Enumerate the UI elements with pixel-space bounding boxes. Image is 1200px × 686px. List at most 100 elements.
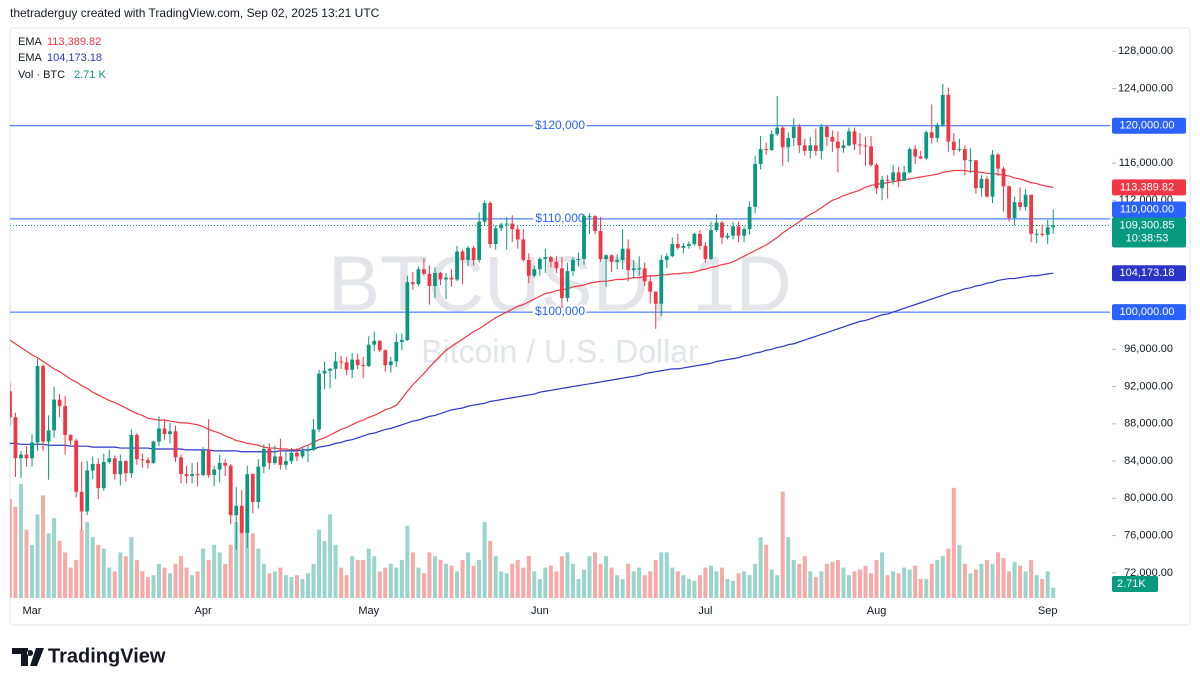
- candle-body: [460, 251, 465, 260]
- volume-bar: [902, 567, 907, 598]
- candle-body: [830, 136, 835, 142]
- candle-body: [410, 282, 415, 285]
- candle-body: [46, 430, 51, 442]
- volume-bar: [968, 573, 973, 598]
- candle-body: [736, 226, 741, 236]
- volume-bar: [869, 573, 874, 598]
- candle-body: [455, 251, 459, 280]
- candle-body: [924, 132, 929, 159]
- volume-bar: [35, 514, 40, 598]
- x-tick-label: Apr: [195, 605, 212, 617]
- candle-body: [582, 216, 586, 259]
- candle-body: [482, 203, 487, 222]
- volume-bar: [10, 499, 12, 598]
- volume-bar: [63, 552, 68, 598]
- volume-bar: [493, 556, 498, 598]
- level-badge-label: 110,000.00: [1120, 203, 1174, 215]
- plot-area: $120,000 $110,000 $100,000: [10, 83, 1110, 598]
- candle-body: [1023, 194, 1028, 207]
- candle-body: [847, 131, 851, 146]
- candle-body: [554, 261, 559, 269]
- legend-value: 2.71 K: [74, 69, 106, 81]
- volume-bar: [372, 556, 377, 598]
- volume-bar: [416, 567, 421, 598]
- volume-bar: [648, 571, 653, 598]
- candle-body: [907, 149, 912, 173]
- volume-bar: [863, 565, 868, 598]
- candle-body: [433, 272, 437, 286]
- candle-body: [245, 474, 250, 533]
- candle-body: [377, 340, 382, 351]
- y-tick-label: 76,000.00: [1124, 530, 1173, 542]
- candle-body: [769, 134, 774, 151]
- countdown-label: 10:38:53: [1126, 232, 1169, 244]
- candle-body: [228, 465, 233, 516]
- candle-body: [206, 449, 211, 476]
- candle-body: [841, 145, 846, 149]
- candle-body: [836, 141, 840, 149]
- volume-bar: [537, 579, 542, 598]
- volume-bar: [813, 577, 818, 598]
- candle-body: [869, 146, 873, 165]
- volume-bar: [731, 580, 736, 598]
- volume-bar: [736, 573, 741, 598]
- candle-body: [416, 269, 421, 285]
- level-badge: [1112, 201, 1186, 218]
- volume-bar: [366, 548, 371, 598]
- volume-bar: [929, 563, 934, 598]
- volume-bar: [74, 560, 79, 598]
- volume-bar: [990, 563, 995, 598]
- volume-bar: [593, 552, 598, 598]
- volume-bar: [587, 556, 592, 598]
- y-tick-label: 92,000.00: [1124, 380, 1173, 392]
- last-price-label: 109,300.85: [1119, 219, 1174, 231]
- candle-body: [118, 461, 123, 475]
- candle-body: [709, 230, 713, 259]
- candle-body: [499, 224, 504, 229]
- candle-body: [819, 126, 824, 151]
- candle-body: [30, 442, 34, 459]
- candle-body: [935, 124, 940, 138]
- ema-line: [10, 272, 1054, 453]
- volume-bar: [896, 573, 901, 598]
- volume-bar: [1029, 560, 1034, 598]
- volume-badge-label: 2.71K: [1117, 578, 1146, 590]
- candle-body: [885, 179, 890, 181]
- candle-body: [405, 282, 410, 341]
- volume-bar: [410, 552, 415, 598]
- candle-body: [604, 255, 608, 259]
- candle-body: [996, 154, 1000, 169]
- candle-body: [537, 258, 542, 270]
- volume-bar: [129, 537, 134, 598]
- volume-bar: [449, 565, 454, 598]
- level-badge-label: 120,000.00: [1119, 120, 1174, 132]
- candle-body: [548, 257, 553, 262]
- candle-body: [333, 361, 338, 369]
- level-label: $100,000: [535, 304, 585, 318]
- candle-body: [1018, 202, 1022, 207]
- volume-bar: [399, 560, 404, 598]
- volume-bar: [488, 541, 493, 598]
- volume-bar: [438, 560, 443, 598]
- volume-bar: [1018, 565, 1023, 598]
- candle-body: [714, 222, 719, 231]
- candle-body: [775, 127, 780, 135]
- candle-body: [179, 457, 183, 475]
- volume-bar: [85, 522, 90, 598]
- volume-bar: [852, 571, 857, 598]
- candle-body: [698, 233, 702, 246]
- volume-bar: [951, 487, 956, 598]
- candle-body: [797, 126, 802, 146]
- candle-body: [543, 257, 548, 259]
- candle-body: [63, 406, 68, 436]
- volume-bar: [703, 567, 708, 598]
- volume-bar: [460, 560, 465, 598]
- candle-body: [151, 441, 156, 463]
- volume-bar: [317, 529, 322, 598]
- candle-body: [322, 370, 327, 374]
- volume-bar: [984, 560, 989, 598]
- candle-body: [250, 474, 255, 503]
- volume-bar: [653, 560, 658, 598]
- overlay: 128,000.00 124,000.00 120,000.00 116,000.00…: [23, 45, 1186, 617]
- candle-body: [438, 272, 443, 280]
